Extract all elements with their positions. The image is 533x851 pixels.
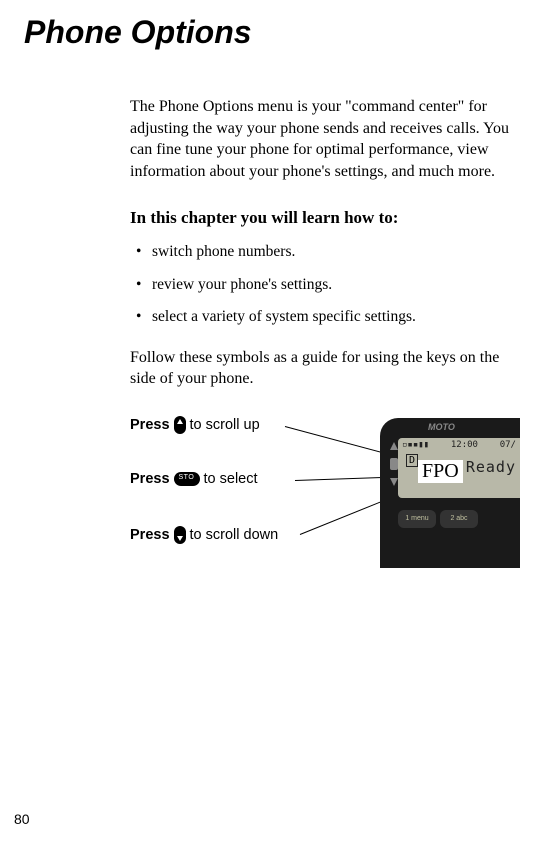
screen-indicator: D: [406, 454, 418, 467]
key-scroll-up-row: Press to scroll up: [130, 416, 260, 434]
screen-topbar: ▫▪▪▮▮ 12:00 07/: [398, 438, 520, 452]
scroll-up-text: to scroll up: [190, 417, 260, 433]
body-content: The Phone Options menu is your "command …: [130, 96, 510, 586]
list-item: switch phone numbers.: [134, 242, 510, 262]
bullet-list: switch phone numbers. review your phone'…: [134, 242, 510, 326]
intro-paragraph: The Phone Options menu is your "command …: [130, 96, 510, 182]
fpo-label: FPO: [418, 460, 463, 483]
keypad-key: 1 menu: [398, 510, 436, 528]
screen-date: 07/: [500, 440, 516, 450]
list-item: select a variety of system specific sett…: [134, 307, 510, 327]
phone-body: MOTO ▫▪▪▮▮ 12:00 07/ D Ready FPO: [380, 418, 520, 568]
screen-time: 12:00: [451, 440, 478, 450]
keypad-key: 2 abc: [440, 510, 478, 528]
select-text: to select: [204, 471, 258, 487]
scroll-down-icon: [174, 526, 186, 544]
phone-side-buttons: [390, 442, 398, 494]
phone-illustration: MOTO ▫▪▪▮▮ 12:00 07/ D Ready FPO: [350, 406, 520, 566]
phone-keypad: 1 menu 2 abc: [398, 510, 520, 528]
page-title: Phone Options: [24, 14, 252, 51]
side-up-icon: [390, 442, 398, 450]
list-item: review your phone's settings.: [134, 275, 510, 295]
section-heading: In this chapter you will learn how to:: [130, 208, 510, 228]
press-label: Press: [130, 417, 170, 433]
key-scroll-down-row: Press to scroll down: [130, 526, 278, 544]
scroll-up-icon: [174, 416, 186, 434]
followup-paragraph: Follow these symbols as a guide for usin…: [130, 347, 510, 390]
side-down-icon: [390, 478, 398, 486]
page-number: 80: [14, 811, 30, 827]
scroll-down-text: to scroll down: [190, 527, 279, 543]
signal-icon: ▫▪▪▮▮: [402, 440, 429, 450]
phone-brand: MOTO: [428, 422, 455, 432]
press-label: Press: [130, 527, 170, 543]
press-label: Press: [130, 471, 170, 487]
select-icon: [174, 472, 200, 486]
key-guide: Press to scroll up Press to select Press…: [130, 416, 510, 586]
side-select-icon: [390, 458, 398, 470]
key-select-row: Press to select: [130, 471, 258, 487]
